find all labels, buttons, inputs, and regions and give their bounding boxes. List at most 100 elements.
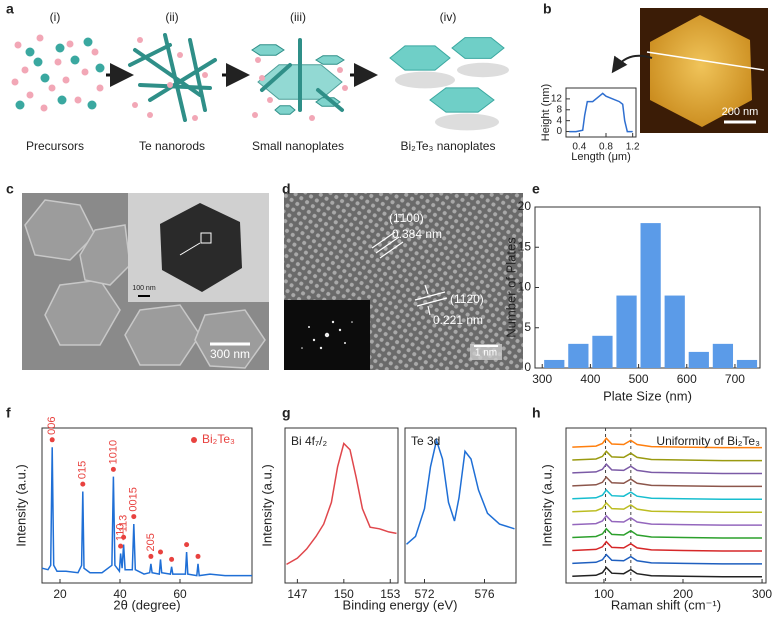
precursor [36, 34, 44, 42]
te-rod [128, 43, 172, 67]
plot-frame [41, 427, 253, 584]
te-rod [188, 38, 207, 112]
precursor [95, 63, 105, 73]
precursor [62, 76, 70, 84]
stage-caption: Small nanoplates [252, 139, 344, 153]
data-line [572, 437, 762, 449]
plane-spacing: 0.384 nm [392, 227, 442, 241]
x-axis-label: Length (μm) [571, 151, 631, 163]
precursor [66, 40, 74, 48]
data-line [572, 475, 762, 488]
peak-label: 113 [118, 515, 130, 533]
data-line [572, 501, 762, 513]
y-axis-label: Number of Plates [503, 237, 518, 338]
small-plate [315, 55, 345, 65]
y-tick-label: 15 [518, 239, 532, 253]
precursor [132, 102, 138, 108]
stage-caption: Te nanorods [139, 139, 205, 153]
peak-marker [110, 466, 116, 472]
te-rod [260, 63, 292, 92]
y-tick-label: 4 [556, 115, 562, 126]
precursor [309, 115, 315, 121]
x-tick-label: 0.8 [599, 142, 613, 153]
precursor [40, 104, 48, 112]
peak-marker [169, 556, 175, 562]
data-line [572, 566, 762, 578]
x-axis-label: 2θ (degree) [113, 597, 180, 612]
data-line [41, 447, 252, 577]
panel-label: h [532, 405, 541, 421]
y-tick-label: 5 [524, 320, 531, 334]
te-rod [163, 33, 187, 122]
x-axis-label: Plate Size (nm) [603, 388, 692, 403]
data-line [572, 463, 762, 475]
plot-frame [565, 87, 637, 138]
stage-caption: Precursors [26, 139, 84, 153]
panel-label: a [6, 1, 14, 17]
precursor [137, 37, 143, 43]
y-tick-label: 0 [524, 360, 531, 374]
peak-marker [49, 437, 55, 443]
saed-spots [301, 320, 353, 350]
precursor [25, 47, 35, 57]
precursor [83, 37, 93, 47]
y-tick-label: 12 [551, 94, 563, 105]
peak-label: 205 [145, 533, 157, 551]
scale-bar-label: 300 nm [210, 347, 250, 361]
panel-label: d [282, 181, 291, 197]
precursor [33, 57, 43, 67]
plate-shadow [435, 113, 499, 131]
precursor [192, 115, 198, 121]
precursor [26, 91, 34, 99]
stage-label: (i) [50, 10, 61, 24]
panel-label: g [282, 405, 291, 421]
bar [544, 359, 565, 368]
tem-line [179, 242, 201, 256]
bar [688, 351, 709, 368]
x-tick-label: 1.2 [626, 142, 640, 153]
precursor [55, 43, 65, 53]
peak-marker [131, 514, 137, 520]
te-rod [316, 88, 344, 112]
plot-frame [284, 427, 399, 584]
x-tick-label: 40 [113, 587, 127, 601]
bi2te3-plate [429, 87, 495, 113]
precursor [342, 85, 348, 91]
annotation: Uniformity of Bi₂Te₃ [656, 434, 760, 448]
bar [568, 343, 589, 368]
bar [712, 343, 734, 368]
precursor [48, 84, 56, 92]
plane-label: (1̄100) [389, 211, 424, 225]
precursor [14, 41, 22, 49]
x-tick-label: 0.4 [572, 142, 586, 153]
data-line [572, 540, 762, 552]
panel-label: f [6, 405, 11, 421]
precursor [11, 78, 19, 86]
x-tick-label: 300 [532, 372, 552, 386]
data-line [572, 488, 762, 501]
scale-bar-label: 1 nm [475, 348, 497, 359]
peak-marker [158, 549, 163, 555]
bi2te3-plate [389, 45, 451, 71]
tem-plate [160, 203, 242, 292]
precursor [337, 67, 343, 73]
y-axis-label: Height (nm) [540, 84, 552, 141]
x-tick-label: 700 [725, 372, 745, 386]
small-plate [274, 105, 296, 115]
y-tick-label: 0 [556, 126, 562, 137]
afm-profile-line [646, 51, 765, 71]
stage-label: (iv) [440, 10, 457, 24]
precursor [87, 100, 97, 110]
data-line [406, 437, 515, 545]
peak-marker [80, 481, 86, 487]
x-axis-label: Binding energy (eV) [343, 597, 458, 612]
peak-label: 015 [77, 461, 89, 479]
legend-label: Bi₂Te₃ [202, 432, 235, 446]
bar [664, 295, 685, 368]
te-rod [148, 58, 217, 102]
y-axis-label: Intensity (a.u.) [13, 464, 28, 546]
x-tick-label: 300 [752, 587, 772, 601]
annotation: Bi 4f₇/₂ [291, 434, 327, 448]
static-text: 200 nm 300 nm 100 nm (1̄100) 0.384 nm (1… [132, 106, 758, 361]
precursor [267, 97, 273, 103]
